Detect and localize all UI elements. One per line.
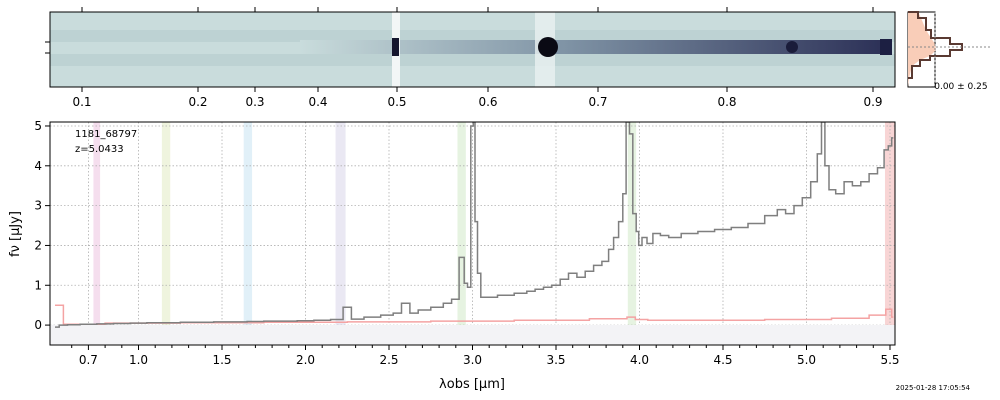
redshift-label: z=5.0433 <box>75 144 124 155</box>
twod-y-ticks <box>45 41 50 54</box>
emission-band <box>93 122 101 345</box>
twod-line-blob-1 <box>392 38 399 56</box>
twod-x-tick-label: 0.6 <box>478 95 497 109</box>
emission-band <box>243 122 253 345</box>
twod-x-tick-label: 0.7 <box>588 95 607 109</box>
x-axis: 0.7 1.0 1.5 2.0 2.5 3.0 3.5 4.0 4.5 5.0 5.5 <box>71 345 900 367</box>
twod-x-axis: 0.1 0.2 0.3 0.4 0.5 0.6 0.7 0.8 0.9 <box>72 7 883 109</box>
zero-shade <box>50 325 895 345</box>
twod-line-blob-3 <box>786 41 798 53</box>
twod-x-tick-label: 0.3 <box>245 95 264 109</box>
twod-frame <box>49 11 896 88</box>
twod-trace <box>300 40 892 54</box>
emission-band <box>884 122 895 345</box>
x-tick-label: 5.5 <box>880 353 899 367</box>
x-tick-label: 2.0 <box>296 353 315 367</box>
profile-panel: -0.00 ± 0.25 <box>907 11 990 92</box>
main-spectrum-panel: 0.7 1.0 1.5 2.0 2.5 3.0 3.5 4.0 4.5 5.0 5.5 0 1 2 3 4 5… <box>8 119 900 392</box>
y-tick-label: 1 <box>34 278 42 292</box>
x-tick-label: 4.0 <box>630 353 649 367</box>
twod-lower-band <box>50 54 895 66</box>
x-tick-label: 3.5 <box>546 353 565 367</box>
twod-x-tick-label: 0.8 <box>717 95 736 109</box>
twod-x-tick-label: 0.5 <box>387 95 406 109</box>
twod-upper-band <box>50 30 895 42</box>
grid <box>50 122 895 345</box>
x-tick-label: 4.5 <box>713 353 732 367</box>
twod-x-tick-label: 0.2 <box>188 95 207 109</box>
object-id-label: 1181_68797 <box>75 129 137 140</box>
x-tick-label: 0.7 <box>79 353 98 367</box>
y-axis-label: fν [μJy] <box>8 211 23 257</box>
timestamp: 2025-01-28 17:05:54 <box>896 384 971 392</box>
x-tick-label: 1.5 <box>212 353 231 367</box>
x-tick-label: 3.0 <box>463 353 482 367</box>
error-spectrum <box>55 304 894 326</box>
y-tick-label: 2 <box>34 238 42 252</box>
y-tick-label: 3 <box>34 199 42 213</box>
twod-spectrum-panel: 0.1 0.2 0.3 0.4 0.5 0.6 0.7 0.8 0.9 <box>45 7 896 109</box>
twod-x-tick-label: 0.1 <box>72 95 91 109</box>
twod-x-tick-label: 0.4 <box>308 95 327 109</box>
emission-line-bands <box>93 122 895 345</box>
y-axis: 0 1 2 3 4 5 <box>34 119 50 332</box>
emission-band <box>335 122 346 345</box>
x-axis-label: λobs [μm] <box>439 377 505 392</box>
y-tick-label: 5 <box>34 119 42 133</box>
y-tick-label: 0 <box>34 318 42 332</box>
twod-x-tick-label: 0.9 <box>863 95 882 109</box>
emission-band <box>627 122 637 345</box>
twod-line-blob-2 <box>538 37 558 57</box>
x-tick-label: 1.0 <box>129 353 148 367</box>
emission-band <box>161 122 171 345</box>
emission-band <box>457 122 466 345</box>
profile-label: -0.00 ± 0.25 <box>931 82 988 92</box>
y-tick-label: 4 <box>34 159 42 173</box>
twod-trace-red-end <box>880 39 892 55</box>
x-tick-label: 2.5 <box>379 353 398 367</box>
flux-spectrum <box>55 122 894 328</box>
profile-fill <box>908 12 936 87</box>
x-tick-label: 5.0 <box>797 353 816 367</box>
